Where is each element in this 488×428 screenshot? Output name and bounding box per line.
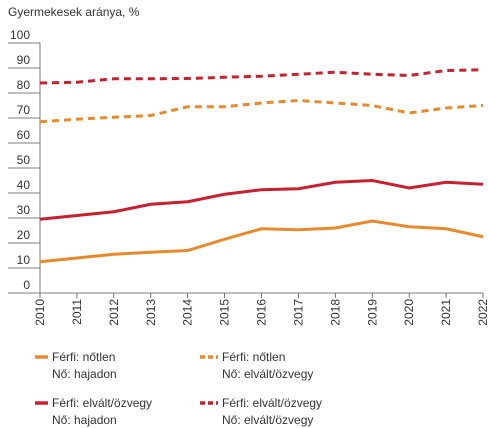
legend-label: Férfi: nőtlen bbox=[52, 350, 115, 364]
y-tick-label: 0 bbox=[23, 278, 30, 292]
series-line bbox=[39, 178, 484, 221]
series-line bbox=[39, 219, 484, 264]
x-tick-label: 2015 bbox=[218, 299, 232, 326]
legend-label: Nő: elvált/özvegy bbox=[222, 413, 313, 427]
chart-title: Gyermekesek aránya, % bbox=[8, 5, 140, 19]
x-tick-label: 2022 bbox=[476, 299, 488, 326]
x-tick-label: 2013 bbox=[144, 299, 158, 326]
y-tick-label: 50 bbox=[17, 153, 31, 167]
x-tick-label: 2012 bbox=[107, 299, 121, 326]
y-tick-label: 20 bbox=[17, 228, 31, 242]
legend-label: Nő: hajadon bbox=[52, 413, 117, 427]
x-tick-label: 2011 bbox=[70, 299, 84, 325]
x-tick-label: 2021 bbox=[439, 299, 453, 326]
legend-label: Nő: elvált/özvegy bbox=[222, 367, 313, 381]
x-tick-label: 2014 bbox=[181, 299, 195, 326]
legend-label: Férfi: elvált/özvegy bbox=[52, 396, 152, 410]
legend-label: Nő: hajadon bbox=[52, 367, 117, 381]
x-tick-label: 2016 bbox=[255, 299, 269, 326]
x-tick-label: 2020 bbox=[402, 299, 416, 326]
legend-label: Férfi: nőtlen bbox=[222, 350, 285, 364]
y-tick-label: 70 bbox=[17, 103, 31, 117]
legend-label: Férfi: elvált/özvegy bbox=[222, 396, 322, 410]
y-tick-label: 80 bbox=[17, 78, 31, 92]
y-tick-label: 60 bbox=[17, 128, 31, 142]
x-tick-label: 2018 bbox=[328, 299, 342, 326]
y-tick-label: 100 bbox=[10, 28, 30, 42]
x-tick-label: 2019 bbox=[365, 299, 379, 326]
x-tick-label: 2010 bbox=[33, 299, 47, 326]
series-line bbox=[39, 68, 484, 85]
series-line bbox=[39, 98, 484, 124]
y-tick-label: 40 bbox=[17, 178, 31, 192]
y-tick-label: 10 bbox=[17, 253, 31, 267]
y-tick-label: 30 bbox=[17, 203, 31, 217]
y-tick-label: 90 bbox=[17, 53, 31, 67]
x-tick-label: 2017 bbox=[291, 299, 305, 326]
